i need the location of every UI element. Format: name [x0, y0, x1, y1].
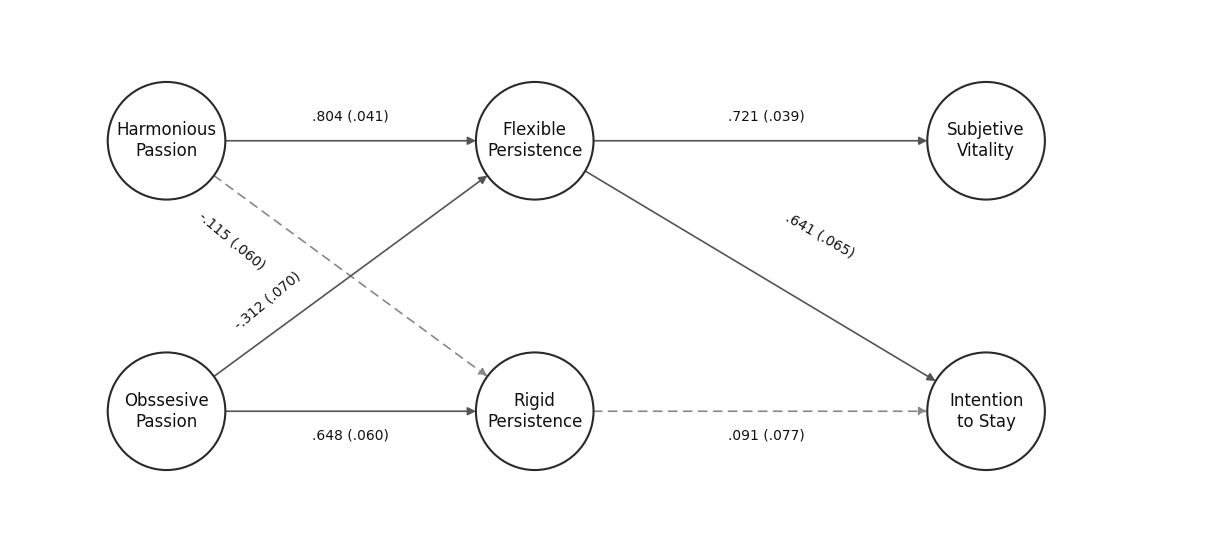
- Text: Harmonious
Passion: Harmonious Passion: [116, 121, 217, 160]
- Text: -.312 (.070): -.312 (.070): [231, 269, 303, 332]
- Ellipse shape: [927, 82, 1045, 200]
- Text: Flexible
Persistence: Flexible Persistence: [487, 121, 583, 160]
- FancyArrowPatch shape: [213, 176, 486, 375]
- Text: .648 (.060): .648 (.060): [313, 428, 389, 443]
- Ellipse shape: [108, 352, 225, 470]
- FancyArrowPatch shape: [594, 408, 926, 415]
- Text: .721 (.039): .721 (.039): [728, 109, 805, 124]
- Text: Intention
to Stay: Intention to Stay: [949, 392, 1023, 431]
- Ellipse shape: [108, 82, 225, 200]
- Text: -.115 (.060): -.115 (.060): [196, 209, 268, 273]
- Ellipse shape: [476, 82, 594, 200]
- Text: Rigid
Persistence: Rigid Persistence: [487, 392, 583, 431]
- Text: .091 (.077): .091 (.077): [728, 428, 805, 443]
- FancyArrowPatch shape: [225, 408, 474, 415]
- Ellipse shape: [927, 352, 1045, 470]
- FancyArrowPatch shape: [585, 171, 934, 380]
- Text: Subjetive
Vitality: Subjetive Vitality: [948, 121, 1025, 160]
- Ellipse shape: [476, 352, 594, 470]
- FancyArrowPatch shape: [594, 137, 926, 144]
- FancyArrowPatch shape: [213, 177, 486, 376]
- Text: .804 (.041): .804 (.041): [313, 109, 389, 124]
- FancyArrowPatch shape: [225, 137, 474, 144]
- Text: Obssesive
Passion: Obssesive Passion: [124, 392, 208, 431]
- Text: .641 (.065): .641 (.065): [783, 210, 857, 261]
